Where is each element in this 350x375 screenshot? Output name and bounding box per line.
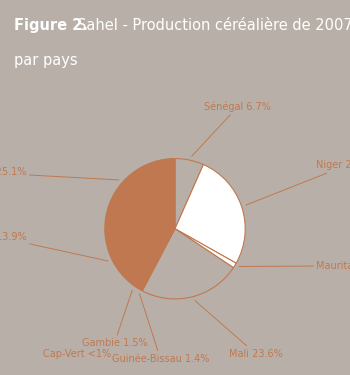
Wedge shape	[105, 159, 175, 232]
Text: Guinée-Bissau 1.4%: Guinée-Bissau 1.4%	[112, 294, 209, 363]
Text: Sahel - Production céréalière de 2007: Sahel - Production céréalière de 2007	[77, 18, 350, 33]
Wedge shape	[175, 165, 245, 263]
Text: Niger 26.8%: Niger 26.8%	[246, 160, 350, 205]
Wedge shape	[137, 229, 175, 291]
Wedge shape	[175, 229, 236, 268]
Wedge shape	[105, 229, 175, 284]
Wedge shape	[142, 229, 233, 299]
Text: Tchad 13.9%: Tchad 13.9%	[0, 231, 108, 261]
Text: Cap-Vert <1%: Cap-Vert <1%	[43, 348, 112, 358]
Text: Figure 2.: Figure 2.	[14, 18, 88, 33]
Text: Mauritanie 1.2%: Mauritanie 1.2%	[239, 261, 350, 271]
Text: Mali 23.6%: Mali 23.6%	[195, 300, 282, 358]
Text: Burkina Faso 25.1%: Burkina Faso 25.1%	[0, 167, 119, 180]
Text: par pays: par pays	[14, 53, 78, 68]
Text: Gambie 1.5%: Gambie 1.5%	[82, 290, 147, 348]
Wedge shape	[175, 159, 203, 229]
Wedge shape	[132, 229, 175, 288]
Wedge shape	[172, 159, 175, 229]
Text: Sénégal 6.7%: Sénégal 6.7%	[192, 102, 271, 156]
